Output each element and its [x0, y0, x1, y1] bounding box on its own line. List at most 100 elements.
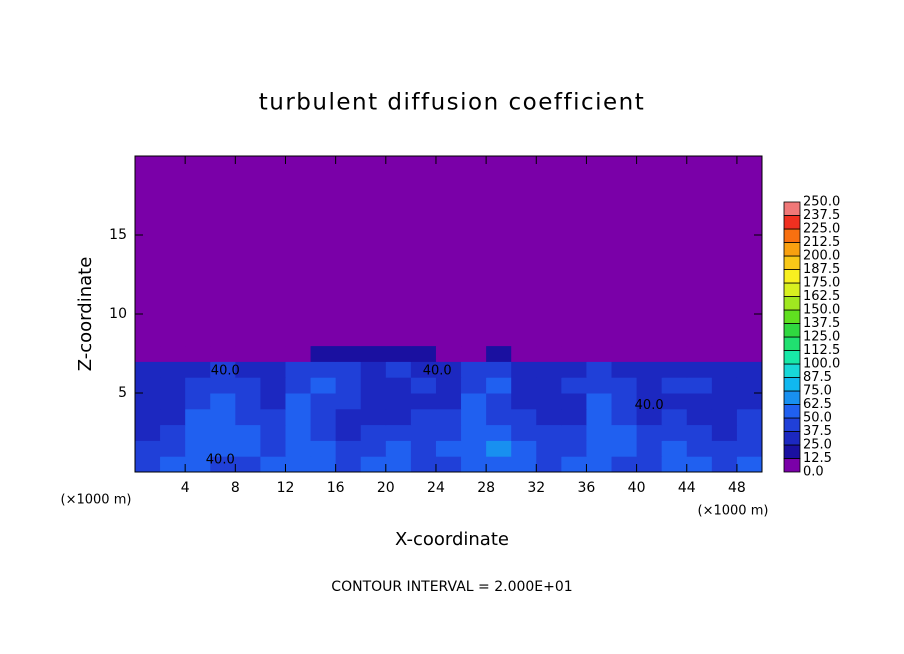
cell: [435, 156, 462, 347]
cell: [736, 393, 763, 410]
cell: [611, 377, 638, 394]
cell: [285, 440, 312, 457]
cell: [686, 456, 713, 473]
cell: [711, 440, 738, 457]
cell: [536, 393, 562, 410]
cell: [435, 361, 462, 378]
colorbar-swatch: [783, 242, 801, 257]
cell: [486, 393, 512, 410]
cell: [310, 393, 337, 410]
cell: [661, 156, 688, 347]
colorbar-label: 62.5: [803, 397, 832, 412]
cell: [511, 156, 537, 347]
cell: [561, 156, 587, 347]
cell: [511, 440, 537, 457]
x-tick-label: 12: [277, 480, 295, 496]
cell: [310, 408, 337, 426]
cell: [586, 377, 613, 394]
cell: [260, 440, 286, 457]
cell: [461, 393, 487, 410]
x-tick-label: 28: [477, 480, 495, 496]
x-tick-label: 20: [377, 480, 395, 496]
cell: [736, 440, 763, 457]
cell: [160, 393, 186, 410]
cell: [235, 156, 261, 347]
colorbar-label: 125.0: [803, 330, 840, 345]
x-tick-label: 8: [231, 480, 240, 496]
cell: [210, 408, 236, 426]
cell: [310, 456, 337, 473]
cell: [611, 156, 638, 347]
cell: [636, 456, 663, 473]
cell: [511, 345, 537, 362]
cell: [536, 361, 562, 378]
cell: [511, 393, 537, 410]
cell: [661, 361, 688, 378]
colorbar-label: 112.5: [803, 343, 840, 358]
cell: [310, 440, 337, 457]
cell: [410, 393, 437, 410]
cell: [536, 345, 562, 362]
cell: [185, 393, 211, 410]
cell: [561, 377, 587, 394]
colorbar-label: 137.5: [803, 316, 840, 331]
cell: [385, 345, 412, 362]
cell: [435, 393, 462, 410]
cell: [135, 156, 161, 347]
cell: [385, 393, 412, 410]
cell: [385, 424, 412, 441]
cell: [185, 456, 211, 473]
x-tick-label: 44: [678, 480, 696, 496]
cell: [410, 424, 437, 441]
cell: [285, 408, 312, 426]
cell: [686, 440, 713, 457]
cell: [686, 424, 713, 441]
cell: [586, 156, 613, 347]
cell: [135, 377, 161, 394]
cell: [410, 345, 437, 362]
cell: [511, 456, 537, 473]
cell: [235, 377, 261, 394]
cell: [586, 440, 613, 457]
x-tick-label: 36: [578, 480, 596, 496]
cell: [736, 377, 763, 394]
cell: [360, 361, 387, 378]
cell: [285, 361, 312, 378]
colorbar-swatch: [783, 255, 801, 270]
cell: [360, 156, 387, 347]
cell: [385, 156, 412, 347]
cell: [686, 377, 713, 394]
cell: [260, 456, 286, 473]
cell: [135, 345, 161, 362]
cell: [736, 456, 763, 473]
cell: [310, 361, 337, 378]
cell: [611, 424, 638, 441]
cell: [586, 408, 613, 426]
cell: [711, 393, 738, 410]
cell: [160, 156, 186, 347]
cell: [210, 440, 236, 457]
cell: [511, 424, 537, 441]
cell: [661, 456, 688, 473]
cell: [385, 440, 412, 457]
cell: [486, 377, 512, 394]
cell: [561, 393, 587, 410]
cell: [486, 156, 512, 347]
cell: [310, 345, 337, 362]
cell: [736, 156, 763, 347]
cell: [160, 456, 186, 473]
cell: [185, 440, 211, 457]
cell: [135, 456, 161, 473]
cell: [335, 408, 362, 426]
y-tick-label: 15: [109, 227, 127, 243]
y-tick-label: 5: [118, 385, 127, 401]
colorbar-swatch: [783, 390, 801, 405]
cell: [461, 377, 487, 394]
cell: [435, 456, 462, 473]
cell: [410, 156, 437, 347]
colorbar-swatch: [783, 377, 801, 392]
cell: [310, 424, 337, 441]
cell: [235, 440, 261, 457]
cell: [135, 424, 161, 441]
